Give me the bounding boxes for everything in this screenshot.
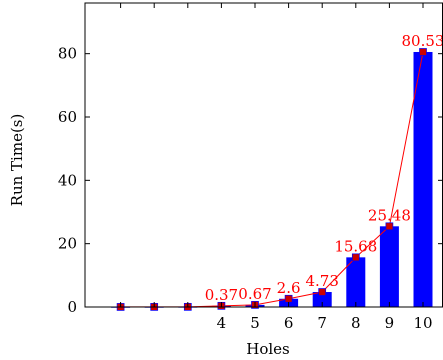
x-axis-title: Holes (246, 340, 289, 358)
data-label-5: 0.67 (238, 285, 271, 303)
data-label-10: 80.53 (402, 32, 443, 50)
point-marker-10 (419, 48, 427, 56)
y-tick-label: 80 (58, 45, 77, 63)
y-tick-label: 20 (58, 235, 77, 253)
x-tick-label: 4 (217, 314, 227, 332)
y-tick-label: 60 (58, 108, 77, 126)
x-tick-label: 5 (250, 314, 260, 332)
bar-10 (413, 51, 433, 307)
point-marker-8 (351, 253, 360, 262)
x-tick-label: 10 (413, 314, 432, 332)
axes: 0 20 40 60 80 4 5 6 7 8 9 10 (58, 2, 443, 332)
bar-8 (346, 257, 366, 307)
x-tick-label: 8 (351, 314, 361, 332)
data-label-4: 0.37 (205, 286, 238, 304)
x-tick-label: 6 (284, 314, 294, 332)
data-label-9: 25.48 (368, 206, 411, 224)
y-axis-title: Run Time(s) (8, 114, 26, 207)
y-tick-label: 0 (67, 298, 77, 316)
x-tick-label: 7 (317, 314, 327, 332)
line-series (120, 51, 424, 308)
series-line (120, 51, 424, 308)
data-label-8: 15.68 (334, 237, 377, 255)
y-tick-label: 40 (58, 171, 77, 189)
point-marker-7 (318, 288, 327, 296)
x-tick-label: 9 (385, 314, 395, 332)
data-label-7: 4.73 (305, 272, 338, 290)
point-marker-9 (385, 222, 394, 231)
bar-9 (379, 226, 399, 307)
bar-series (111, 51, 433, 308)
data-label-6: 2.6 (277, 279, 301, 297)
data-labels: 0.37 0.67 2.6 4.73 15.68 25.48 80.53 (205, 32, 443, 304)
bar-7 (312, 292, 332, 307)
